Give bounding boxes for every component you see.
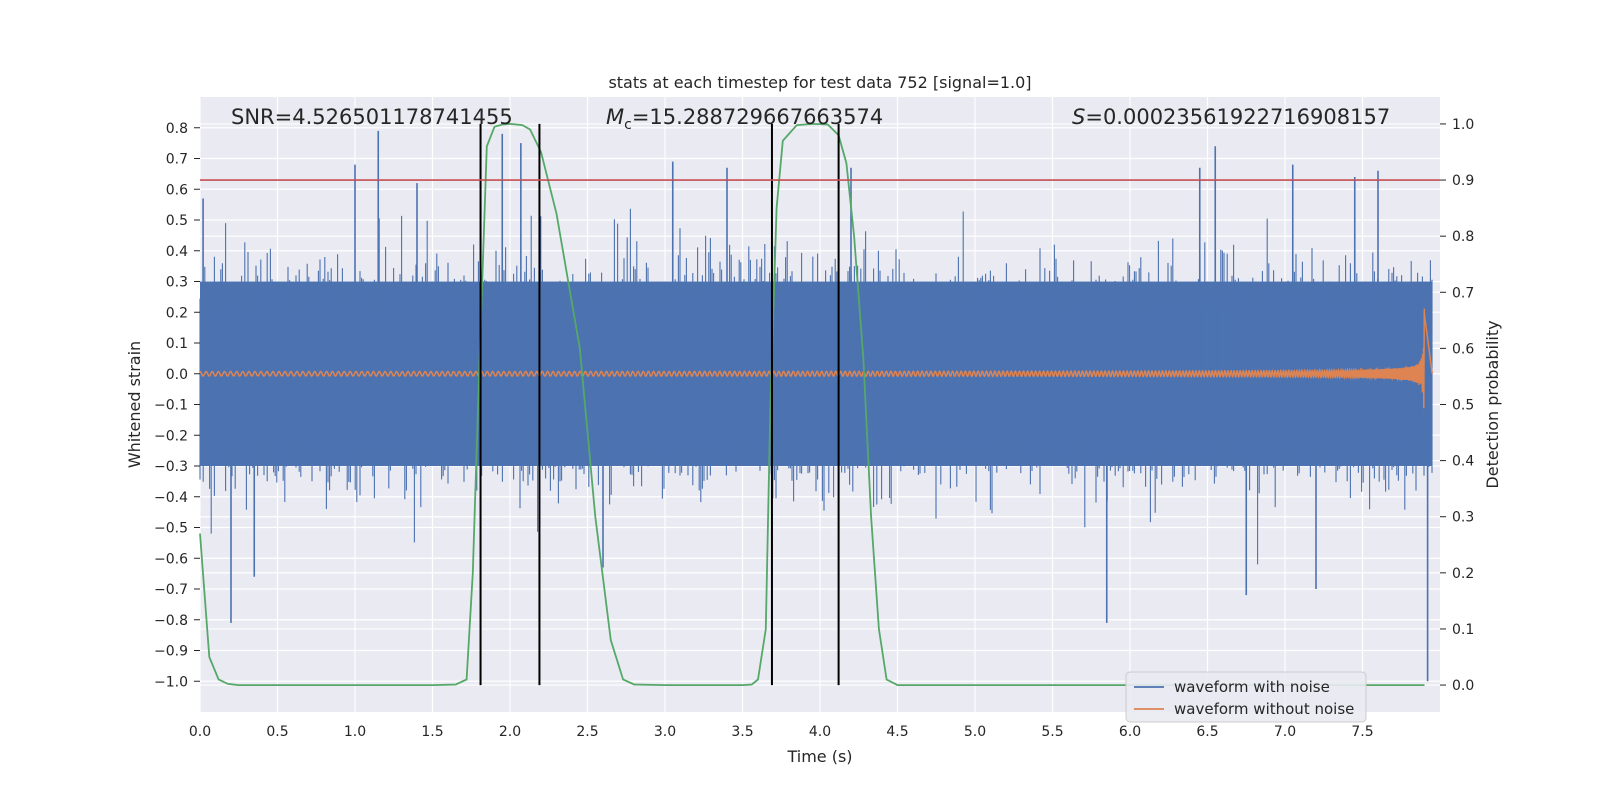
y-axis-label: Whitened strain bbox=[125, 341, 144, 468]
legend-label: waveform with noise bbox=[1174, 678, 1330, 696]
x-tick-label: 3.5 bbox=[731, 724, 753, 740]
y-tick-label: −0.5 bbox=[154, 521, 188, 537]
y-tick-label: −0.6 bbox=[154, 551, 188, 567]
series-detection-probability bbox=[199, 122, 1425, 686]
detection-window-lines bbox=[479, 123, 840, 686]
y-tick-label: −1.0 bbox=[154, 674, 188, 690]
chirp-mass-value: =15.288729667663574 bbox=[632, 105, 883, 129]
chirp-mass-annotation: Mc=15.288729667663574 bbox=[606, 105, 883, 133]
y-tick-label: 0.4 bbox=[166, 244, 188, 260]
y-tick-label: −0.2 bbox=[154, 428, 188, 444]
axis-ticks: 0.0 0.5 1.0 1.5 2.0 2.5 3.0 3.5 4.0 4.5 5.0 5.5 6.0 6… bbox=[154, 117, 1474, 740]
y-tick-label: −0.8 bbox=[154, 613, 188, 629]
x-tick-label: 5.0 bbox=[964, 724, 986, 740]
x-tick-label: 3.0 bbox=[654, 724, 676, 740]
x-tick-label: 7.5 bbox=[1351, 724, 1373, 740]
y2-tick-label: 0.9 bbox=[1452, 173, 1474, 189]
y2-tick-label: 0.2 bbox=[1452, 566, 1474, 582]
y-tick-label: 0.6 bbox=[166, 182, 188, 198]
y2-tick-label: 0.4 bbox=[1452, 454, 1474, 470]
chirp-mass-subscript: c bbox=[624, 117, 632, 133]
chirp-trace bbox=[199, 308, 1433, 409]
legend: waveform with noise waveform without nois… bbox=[1125, 671, 1367, 723]
y-tick-label: 0.8 bbox=[166, 121, 188, 137]
series-waveform-without-noise bbox=[199, 308, 1433, 409]
chirp-mass-symbol: M bbox=[606, 105, 624, 129]
probability-trace bbox=[199, 122, 1425, 686]
y-tick-label: 0.1 bbox=[166, 336, 188, 352]
x-tick-label: 0.0 bbox=[189, 724, 211, 740]
x-tick-label: 6.0 bbox=[1119, 724, 1141, 740]
x-tick-label: 2.0 bbox=[499, 724, 521, 740]
s-value: =0.0002356192271690815​7 bbox=[1085, 105, 1390, 129]
y2-tick-label: 0.1 bbox=[1452, 622, 1474, 638]
y-tick-label: −0.4 bbox=[154, 490, 188, 506]
y-tick-label: 0.3 bbox=[166, 275, 188, 291]
y-tick-label: 0.7 bbox=[166, 152, 188, 168]
y2-tick-label: 0.3 bbox=[1452, 510, 1474, 526]
y2-tick-label: 0.5 bbox=[1452, 398, 1474, 414]
x-axis-label: Time (s) bbox=[786, 747, 852, 766]
x-tick-label: 4.5 bbox=[886, 724, 908, 740]
y-tick-label: −0.1 bbox=[154, 398, 188, 414]
x-tick-label: 0.5 bbox=[266, 724, 288, 740]
x-tick-label: 7.0 bbox=[1274, 724, 1296, 740]
y2-tick-label: 0.6 bbox=[1452, 341, 1474, 357]
x-tick-label: 4.0 bbox=[809, 724, 831, 740]
x-tick-label: 6.5 bbox=[1196, 724, 1218, 740]
y-tick-label: −0.7 bbox=[154, 582, 188, 598]
x-tick-label: 5.5 bbox=[1041, 724, 1063, 740]
x-tick-label: 2.5 bbox=[576, 724, 598, 740]
y-tick-label: 0.0 bbox=[166, 367, 188, 383]
y2-tick-label: 0.8 bbox=[1452, 229, 1474, 245]
y2-tick-label: 0.0 bbox=[1452, 678, 1474, 694]
s-symbol: S bbox=[1072, 105, 1085, 129]
y-tick-label: −0.9 bbox=[154, 644, 188, 660]
legend-label: waveform without noise bbox=[1174, 700, 1354, 718]
x-tick-label: 1.0 bbox=[344, 724, 366, 740]
chart-title: stats at each timestep for test data 752… bbox=[608, 73, 1031, 92]
y-tick-label: −0.3 bbox=[154, 459, 188, 475]
legend-box bbox=[1125, 671, 1367, 723]
y2-tick-label: 0.7 bbox=[1452, 285, 1474, 301]
snr-annotation: SNR=4.526501178741455 bbox=[231, 105, 513, 129]
y-tick-label: 0.5 bbox=[166, 213, 188, 229]
s-annotation: S=0.0002356192271690815​7 bbox=[1072, 105, 1390, 129]
y-tick-label: 0.2 bbox=[166, 305, 188, 321]
y2-tick-label: 1.0 bbox=[1452, 117, 1474, 133]
x-tick-label: 1.5 bbox=[421, 724, 443, 740]
y2-axis-label: Detection probability bbox=[1483, 320, 1502, 488]
